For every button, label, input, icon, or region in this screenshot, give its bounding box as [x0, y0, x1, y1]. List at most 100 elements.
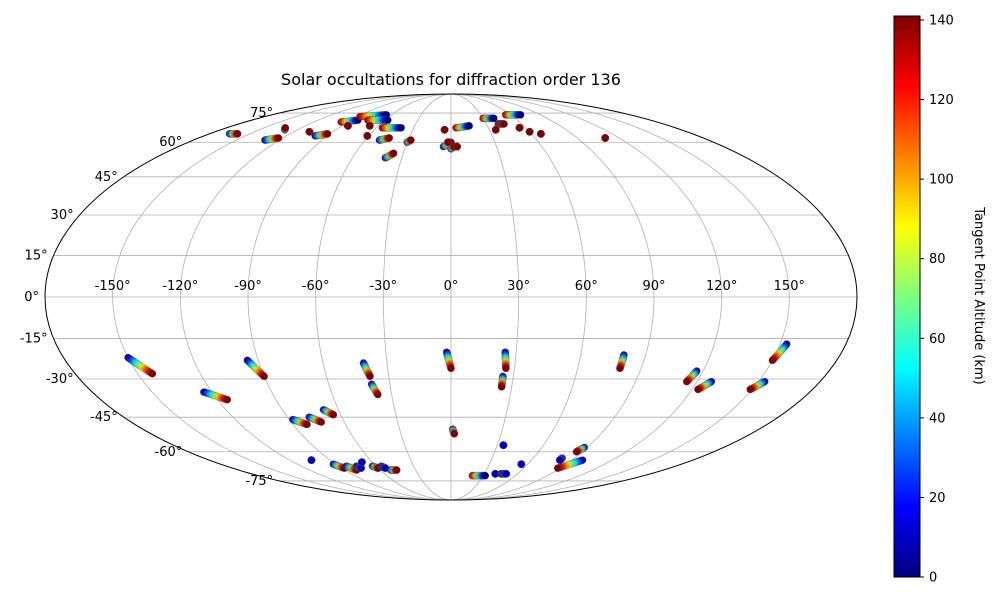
graticule: [45, 94, 857, 500]
meridian-line: [315, 94, 452, 500]
latitude-tick-labels: 75° 60° 45° 30° 15° 0° -15° -30° -45° -60° -75°: [20, 106, 273, 489]
latitude-label: -45°: [90, 410, 118, 425]
chart-title: Solar occultations for diffraction order…: [281, 70, 621, 89]
occultation-point: [768, 356, 777, 365]
occultation-point: [554, 464, 562, 472]
occultation-point: [323, 130, 332, 138]
occultation-point: [694, 385, 702, 394]
occultation-point: [572, 448, 581, 456]
occultation-point: [389, 149, 398, 157]
occultation-point: [746, 385, 754, 394]
longitude-label: 150°: [774, 279, 805, 294]
longitude-label: -120°: [162, 279, 198, 294]
occultation-point: [317, 418, 326, 426]
occultation-point: [616, 364, 624, 373]
occultation-point: [444, 138, 452, 146]
meridian-line: [450, 94, 520, 500]
longitude-label: 30°: [507, 279, 530, 294]
occultation-point: [481, 471, 489, 480]
latitude-label: -30°: [46, 372, 74, 387]
latitude-label: 15°: [25, 248, 48, 263]
colorbar-label: Tangent Point Altitude (km): [971, 206, 986, 384]
longitude-label: -90°: [234, 279, 262, 294]
occultation-point: [502, 470, 511, 478]
occultation-point: [344, 122, 352, 130]
colorbar-gradient: [893, 15, 921, 578]
occultation-point: [305, 128, 314, 136]
meridian-line: [450, 94, 587, 500]
occultation-point: [274, 134, 283, 142]
occultation-point: [385, 134, 394, 142]
map-boundary: [44, 93, 858, 501]
longitude-label: 60°: [575, 279, 598, 294]
occultation-point: [363, 132, 372, 140]
meridian-line: [450, 94, 723, 500]
occultation-point: [397, 124, 405, 132]
latitude-label: 30°: [51, 208, 74, 223]
latitude-label: 45°: [95, 170, 118, 185]
longitude-label: 120°: [706, 279, 737, 294]
occultation-points: [124, 111, 791, 480]
occultation-point: [492, 126, 500, 134]
latitude-label: -75°: [245, 474, 273, 489]
colorbar-tick-label: 120: [929, 93, 954, 108]
colorbar-tick-label: 100: [929, 173, 954, 188]
occultation-point: [537, 130, 545, 138]
longitude-label: 90°: [642, 279, 665, 294]
latitude-label: 60°: [159, 135, 182, 150]
longitude-tick-labels: -150° -120° -90° -60° -30° 0° 30° 60° 90° 120° 150…: [95, 279, 805, 294]
occultation-point: [440, 126, 449, 134]
latitude-label: -15°: [20, 332, 48, 347]
colorbar-ticks: 0 20 40 60 80 100 120 140: [920, 13, 954, 586]
occultation-point: [502, 364, 510, 373]
occultation-point: [384, 116, 392, 124]
latitude-label: -60°: [155, 445, 183, 460]
colorbar-tick-label: 60: [929, 332, 946, 347]
latitude-label: 0°: [24, 290, 39, 305]
meridian-line: [179, 94, 452, 500]
occultation-point: [516, 111, 525, 119]
occultation-point: [517, 460, 526, 468]
colorbar: 0 20 40 60 80 100 120 140 Tangent Point Altitud…: [893, 13, 986, 586]
occultation-point: [497, 383, 506, 391]
colorbar-tick-label: 140: [929, 13, 954, 28]
longitude-label: -150°: [95, 279, 131, 294]
occultation-point: [490, 114, 498, 123]
occultation-point: [515, 124, 524, 132]
occultation-point: [683, 377, 691, 386]
occultation-point: [499, 441, 508, 449]
occultation-point: [366, 122, 374, 130]
occultation-point: [366, 372, 374, 381]
occultation-point: [447, 364, 455, 373]
occultation-point: [233, 130, 242, 138]
occultation-point: [307, 456, 316, 464]
longitude-label: 0°: [444, 279, 459, 294]
occultation-point: [601, 134, 609, 142]
colorbar-tick-label: 40: [929, 411, 946, 426]
longitude-label: -30°: [369, 279, 397, 294]
occultation-point: [393, 466, 401, 474]
occultation-point: [303, 420, 311, 429]
occultation-point: [555, 456, 564, 464]
colorbar-tick-label: 80: [929, 252, 946, 267]
occultation-point: [525, 128, 534, 136]
longitude-label: -60°: [302, 279, 330, 294]
occultation-point: [450, 430, 459, 438]
occultation-point: [281, 124, 289, 132]
occultation-point: [260, 372, 268, 381]
meridian-line: [247, 94, 452, 500]
occultation-point: [500, 120, 508, 128]
latitude-label: 75°: [250, 106, 273, 121]
meridian-line: [112, 94, 452, 500]
occultation-point: [407, 136, 415, 144]
occultation-point: [453, 142, 461, 151]
occultation-point: [223, 396, 232, 404]
occultation-point: [148, 369, 157, 378]
meridian-line: [450, 94, 790, 500]
occultation-point: [374, 390, 382, 399]
occultation-point: [329, 411, 338, 419]
occultation-point: [358, 458, 366, 466]
colorbar-tick-label: 0: [929, 571, 937, 586]
occultation-point: [465, 122, 473, 130]
